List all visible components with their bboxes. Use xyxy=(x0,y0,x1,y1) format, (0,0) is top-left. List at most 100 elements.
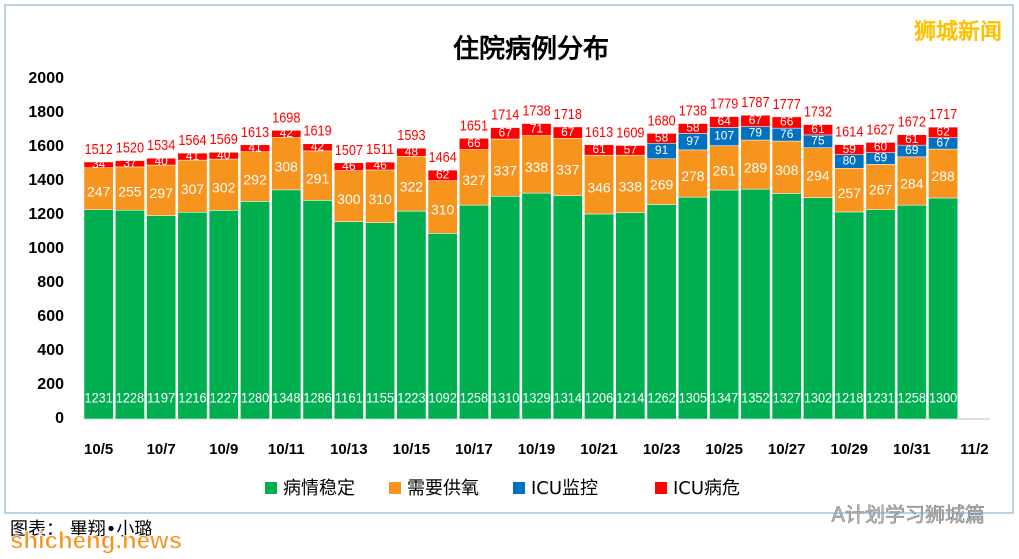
value-label: 67 xyxy=(749,113,763,127)
value-label: 40 xyxy=(217,148,231,162)
value-label: 67 xyxy=(936,136,950,150)
watermark: 狮城新闻 xyxy=(914,19,1002,45)
value-label: 1286 xyxy=(303,390,331,406)
value-label: 1302 xyxy=(804,390,832,406)
y-tick-label: 1200 xyxy=(28,206,64,223)
total-label: 1609 xyxy=(616,124,644,141)
value-label: 302 xyxy=(212,179,236,195)
value-label: 41 xyxy=(186,149,200,163)
bar-segment xyxy=(646,133,677,144)
bar-segment xyxy=(302,200,333,420)
value-label: 61 xyxy=(905,132,919,146)
value-label: 257 xyxy=(838,185,862,201)
value-label: 1347 xyxy=(710,390,738,406)
bar-segment xyxy=(552,195,583,420)
y-tick-label: 1800 xyxy=(28,104,64,121)
total-label: 1593 xyxy=(397,127,425,144)
total-label: 1779 xyxy=(710,96,738,113)
bar-segment xyxy=(928,126,958,138)
bar-segment xyxy=(427,169,458,181)
total-label: 1680 xyxy=(647,112,675,129)
bar-segment xyxy=(552,126,583,139)
bar-segment xyxy=(490,138,521,197)
bar-segment xyxy=(427,233,458,420)
bar-segment xyxy=(896,156,927,206)
value-label: 247 xyxy=(87,183,111,199)
value-label: 1092 xyxy=(429,390,457,406)
total-label: 1569 xyxy=(210,131,238,148)
value-label: 327 xyxy=(462,172,486,188)
bar-segment xyxy=(333,170,364,222)
value-label: 337 xyxy=(494,162,518,178)
bar-segment xyxy=(677,196,708,420)
x-tick-label: 10/31 xyxy=(893,441,931,458)
bar-segment xyxy=(803,197,833,420)
bar-segment xyxy=(646,158,677,205)
x-tick-label: 11/2 xyxy=(960,441,988,458)
value-label: 34 xyxy=(92,157,106,171)
value-label: 300 xyxy=(337,191,361,207)
value-label: 60 xyxy=(874,140,888,154)
bar-segment xyxy=(115,209,145,420)
y-tick-label: 0 xyxy=(55,410,64,427)
bar-segment xyxy=(208,210,239,420)
value-label: 1352 xyxy=(741,390,769,406)
value-label: 66 xyxy=(467,136,481,150)
wechat-watermark: A计划学习狮城篇 xyxy=(831,503,985,527)
value-label: 62 xyxy=(436,168,450,182)
bar-segment xyxy=(396,210,427,420)
bar-segment xyxy=(615,154,646,213)
value-label: 1218 xyxy=(835,390,863,406)
total-label: 1717 xyxy=(929,106,957,123)
total-label: 1714 xyxy=(491,107,519,124)
bar-segment xyxy=(584,154,614,215)
value-label: 48 xyxy=(405,144,419,158)
x-tick-label: 10/25 xyxy=(705,441,743,458)
value-label: 42 xyxy=(280,126,294,140)
value-label: 294 xyxy=(806,167,830,183)
value-label: 1258 xyxy=(898,390,926,406)
value-label: 310 xyxy=(368,191,392,207)
bar-segment xyxy=(677,123,708,134)
total-label: 1672 xyxy=(898,114,926,131)
value-label: 58 xyxy=(655,131,669,145)
credit: 图表： 畢翔•小璐 xyxy=(10,519,152,540)
bar-segment xyxy=(834,211,865,420)
bar-segment xyxy=(584,144,614,156)
bar-segment xyxy=(365,222,396,420)
value-label: 64 xyxy=(717,114,731,128)
value-label: 37 xyxy=(123,156,137,170)
value-label: 284 xyxy=(900,176,924,192)
value-label: 69 xyxy=(874,151,888,165)
bar-segment xyxy=(333,221,364,420)
x-tick-label: 10/13 xyxy=(330,441,368,458)
bar-segment xyxy=(521,123,552,136)
value-label: 1300 xyxy=(929,390,957,406)
bar-segment xyxy=(865,142,896,153)
value-label: 1223 xyxy=(397,390,425,406)
x-tick-label: 10/9 xyxy=(209,441,238,458)
value-label: 59 xyxy=(843,142,857,156)
bar-segment xyxy=(83,161,114,168)
value-label: 346 xyxy=(587,179,611,195)
value-label: 1155 xyxy=(366,390,394,406)
total-label: 1614 xyxy=(835,124,863,141)
x-tick-label: 10/29 xyxy=(830,441,868,458)
value-label: 269 xyxy=(650,176,674,192)
x-tick-label: 10/19 xyxy=(518,441,556,458)
bar-segment xyxy=(771,193,802,420)
bar-segment xyxy=(615,212,646,420)
value-label: 46 xyxy=(373,158,387,172)
value-label: 1329 xyxy=(522,390,550,406)
value-label: 278 xyxy=(681,168,705,184)
value-label: 41 xyxy=(248,140,262,154)
value-label: 337 xyxy=(556,162,580,178)
total-label: 1464 xyxy=(429,149,457,166)
value-label: 62 xyxy=(936,125,950,139)
bar-segment xyxy=(365,161,396,171)
y-tick-label: 800 xyxy=(37,274,64,291)
value-label: 1161 xyxy=(335,390,363,406)
legend-label: 需要供氧 xyxy=(407,478,479,499)
bar-segment xyxy=(865,209,896,420)
legend-swatch xyxy=(513,482,525,494)
